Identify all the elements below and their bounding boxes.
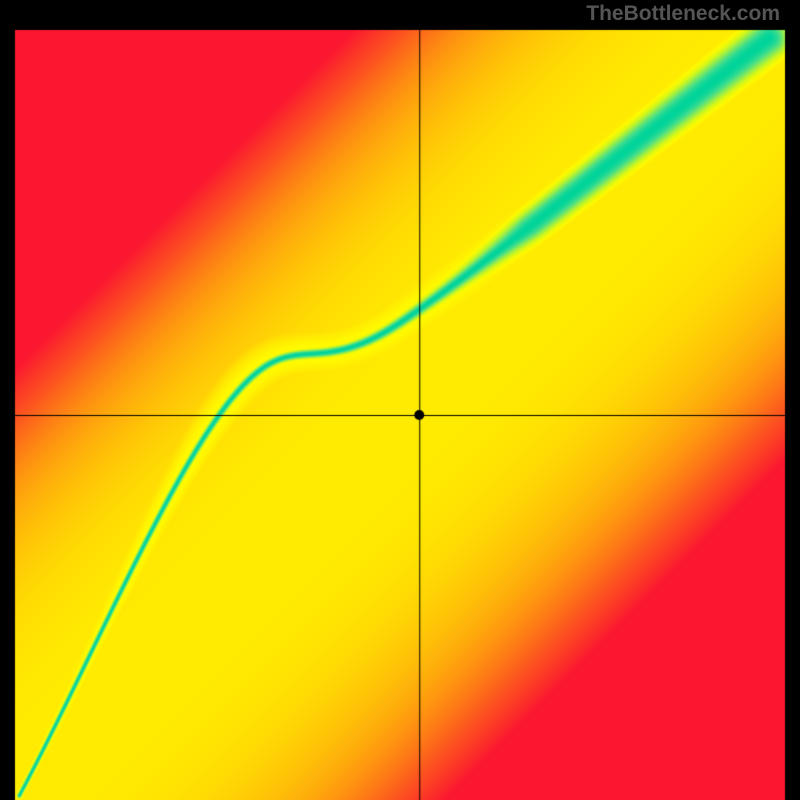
- bottleneck-heatmap: [0, 0, 800, 800]
- watermark-text: TheBottleneck.com: [586, 2, 780, 26]
